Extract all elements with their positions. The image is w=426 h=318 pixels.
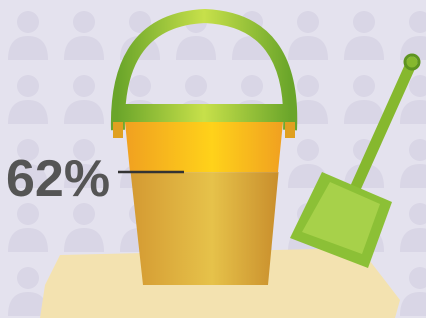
infographic: 62% — [0, 0, 426, 318]
bucket-rim — [117, 104, 291, 122]
bucket-clip — [285, 122, 295, 138]
page: 62% (() => { const data = JSON.parse(doc… — [0, 0, 426, 318]
fill-level — [131, 172, 279, 285]
fill-label: 62% — [6, 150, 110, 208]
bucket-clip — [113, 122, 123, 138]
bucket-body — [125, 122, 283, 172]
